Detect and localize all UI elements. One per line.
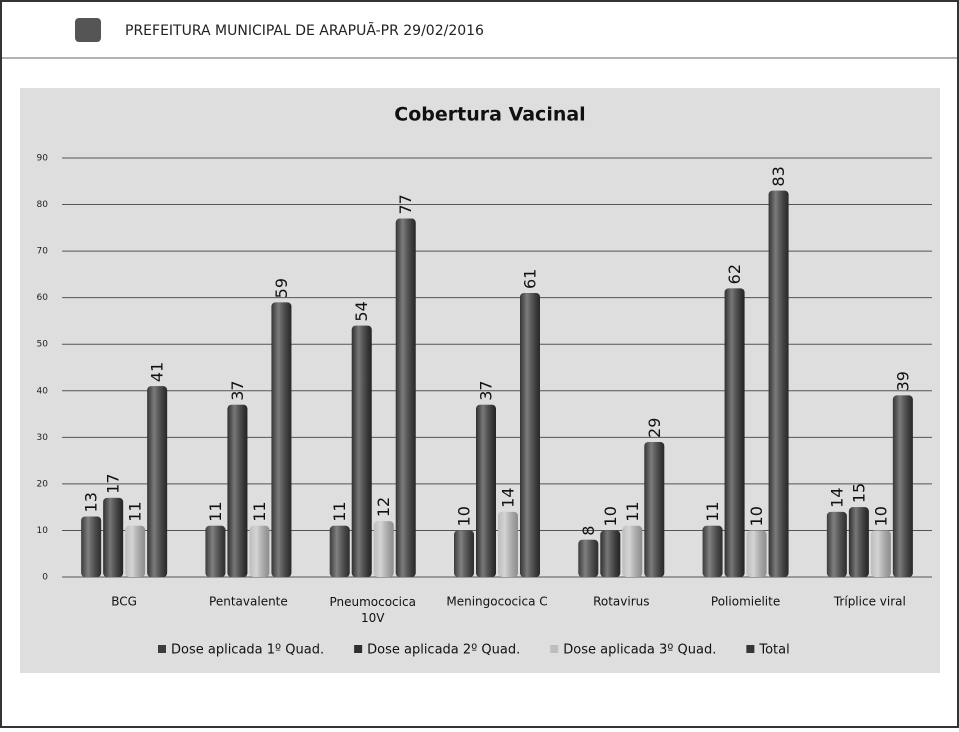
x-tick-label: Rotavirus: [593, 595, 649, 609]
bar-shine: [724, 288, 745, 577]
x-tick-label: BCG: [111, 595, 137, 609]
bar-shine: [622, 525, 643, 577]
header-title: PREFEITURA MUNICIPAL DE ARAPUÃ-PR 29/02/…: [125, 22, 484, 39]
bar-shine: [329, 525, 350, 577]
legend-label: Dose aplicada 2º Quad.: [367, 643, 520, 658]
bar-shine: [578, 539, 599, 577]
value-label: 11: [623, 501, 642, 521]
bar-shine: [81, 516, 102, 577]
bar-shine: [454, 530, 474, 577]
bar-shine: [103, 497, 124, 577]
value-label: 10: [747, 506, 766, 526]
bar-shine: [768, 190, 789, 578]
legend-swatch: [158, 645, 166, 653]
value-label: 83: [769, 166, 788, 186]
bar-shine: [271, 302, 292, 577]
value-label: 39: [893, 371, 912, 391]
value-label: 8: [579, 526, 598, 536]
x-tick-label: Pneumococica 10V: [329, 595, 415, 625]
bar-shine: [498, 511, 518, 577]
legend-swatch: [354, 645, 363, 653]
value-label: 13: [82, 492, 101, 512]
legend-label: Total: [758, 643, 789, 658]
y-tick-label: 50: [37, 340, 49, 350]
value-label: 37: [228, 380, 247, 400]
bar-shine: [746, 530, 767, 577]
y-tick-label: 90: [37, 154, 49, 164]
x-tick-label: Poliomielite: [711, 595, 780, 609]
legend-swatch: [746, 645, 755, 653]
value-label: 59: [272, 278, 291, 298]
value-label: 15: [849, 483, 868, 503]
bar-shine: [373, 521, 394, 577]
value-label: 11: [206, 501, 225, 521]
y-tick-label: 30: [37, 433, 49, 443]
y-tick-label: 20: [37, 479, 49, 489]
bar-shine: [205, 525, 226, 577]
value-label: 12: [374, 497, 393, 517]
chart-title: Cobertura Vacinal: [394, 104, 585, 126]
value-label: 14: [827, 487, 846, 507]
bar-shine: [249, 525, 270, 577]
value-label: 62: [725, 264, 744, 284]
x-tick-label: Pentavalente: [209, 595, 288, 609]
legend-label: Dose aplicada 1º Quad.: [171, 643, 324, 658]
bar-shine: [702, 525, 723, 577]
x-tick-label: Meningococica C: [446, 595, 547, 609]
y-tick-label: 70: [37, 247, 49, 257]
y-tick-label: 60: [37, 293, 49, 303]
y-tick-label: 40: [37, 386, 49, 396]
value-label: 11: [330, 501, 349, 521]
legend-label: Dose aplicada 3º Quad.: [563, 643, 716, 658]
value-label: 17: [104, 473, 123, 493]
value-label: 11: [703, 501, 722, 521]
value-label: 11: [250, 501, 269, 521]
bar-shine: [351, 325, 372, 577]
value-label: 11: [126, 501, 145, 521]
bar-shine: [826, 511, 847, 577]
y-tick-label: 10: [37, 526, 49, 536]
value-label: 10: [601, 506, 620, 526]
bar-shine: [848, 507, 869, 577]
bar-shine: [644, 441, 665, 577]
logo: [75, 18, 101, 42]
bar-shine: [520, 293, 540, 577]
bar-shine: [476, 404, 496, 577]
value-label: 37: [477, 380, 496, 400]
bar-shine: [147, 386, 168, 577]
bar-shine: [227, 404, 248, 577]
value-label: 14: [499, 487, 518, 507]
value-label: 10: [871, 506, 890, 526]
bar-shine: [395, 218, 416, 577]
legend-swatch: [550, 645, 559, 653]
value-label: 77: [396, 194, 415, 214]
y-tick-label: 0: [42, 573, 48, 583]
bar-shine: [892, 395, 913, 577]
y-tick-label: 80: [37, 200, 49, 210]
bar-shine: [600, 530, 621, 577]
value-label: 29: [645, 418, 664, 438]
bar-shine: [125, 525, 146, 577]
x-tick-label: Tríplice viral: [833, 595, 906, 609]
bar-shine: [870, 530, 891, 577]
value-label: 54: [352, 301, 371, 321]
value-label: 41: [148, 362, 167, 382]
value-label: 10: [455, 506, 474, 526]
value-label: 61: [521, 269, 540, 289]
